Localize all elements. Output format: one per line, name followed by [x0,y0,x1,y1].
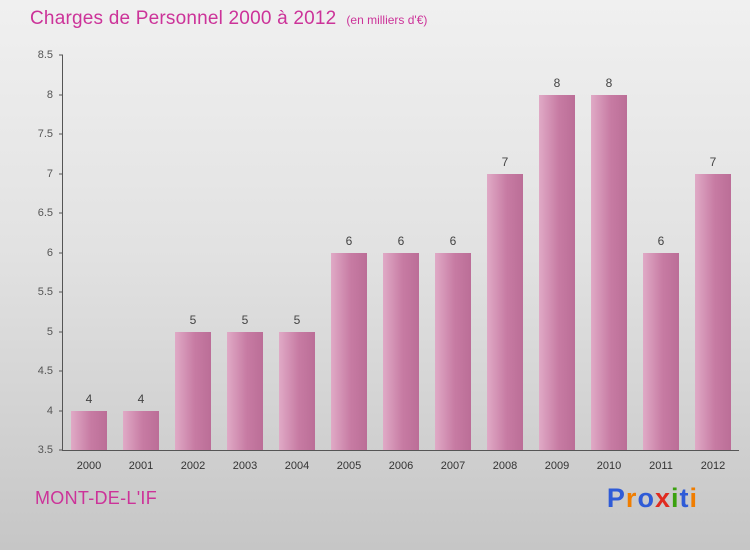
bar-slot: 4 2000 [63,55,115,472]
logo-letter: i [689,483,698,513]
bar [591,94,627,450]
bar-value-label: 7 [709,154,717,169]
y-tick-label: 6 [46,246,53,259]
y-tick-label: 8 [46,88,53,101]
bar [695,173,731,450]
x-tick-label: 2012 [700,460,726,472]
y-tick-mark [59,252,63,253]
y-tick-mark [59,133,63,135]
y-tick-mark [59,173,63,174]
bar-slot: 7 2008 [479,55,531,472]
y-tick-mark [59,54,63,56]
logo-letter: r [625,483,638,513]
y-tick-mark [59,370,63,372]
y-tick-label: 3.5 [37,444,53,456]
bar-value-label: 5 [293,312,301,327]
bar-slot: 7 2012 [687,55,739,472]
x-tick-label: 2000 [76,460,102,472]
chart-header: Charges de Personnel 2000 à 2012 (en mil… [30,8,427,30]
bar-value-label: 6 [345,233,353,248]
y-tick-mark [59,212,63,214]
y-tick-mark [59,331,63,332]
y-tick-label: 5 [46,325,53,338]
x-tick-label: 2007 [440,460,466,472]
y-tick-mark [59,94,63,95]
y-tick-label: 5.5 [37,286,53,298]
y-tick-mark [59,410,63,411]
bar-value-label: 5 [189,312,197,327]
bar-value-label: 5 [241,312,249,327]
bar-slot: 4 2001 [115,55,167,472]
bar-value-label: 8 [553,75,561,90]
x-tick-label: 2004 [284,460,310,472]
bar [227,331,263,450]
x-tick-label: 2010 [596,460,622,472]
x-tick-label: 2003 [232,460,258,472]
bar-value-label: 4 [137,391,145,406]
x-tick-label: 2002 [180,460,206,472]
logo-letter: o [637,483,655,513]
bar [123,410,159,450]
bar [643,252,679,450]
location-label: MONT-DE-L'IF [35,488,158,508]
y-tick-label: 4 [46,404,53,417]
bar-slot: 6 2006 [375,55,427,472]
bar [279,331,315,450]
bar-value-label: 6 [657,233,665,248]
bar-value-label: 6 [397,233,405,248]
y-tick-label: 6.5 [37,207,53,219]
bar-slot: 8 2010 [583,55,635,472]
x-tick-label: 2011 [649,460,673,472]
plot-area: 3.5 4 4.5 5 5.5 6 6.5 7 7.5 8 8.5 4 2000 4 2001 5 2002 5… [38,49,739,472]
y-tick-mark [59,449,63,451]
bar-slot: 5 2002 [167,55,219,472]
bar-slot: 5 2004 [271,55,323,472]
logo-letter: t [679,483,690,513]
bar-slot: 5 2003 [219,55,271,472]
logo-letter: i [670,483,680,513]
x-tick-label: 2009 [544,460,570,472]
bar-value-label: 8 [605,75,613,90]
bar-slot: 6 2007 [427,55,479,472]
bar-value-label: 7 [501,154,509,169]
bar [175,331,211,450]
x-tick-label: 2006 [388,460,414,472]
bar [71,410,107,450]
bar-slot: 6 2011 [635,55,687,472]
proxiti-logo: Proxiti [607,483,698,514]
bar [435,252,471,450]
x-tick-label: 2008 [492,460,518,472]
y-tick-label: 8.5 [37,49,53,61]
bar [331,252,367,450]
bar-slot: 8 2009 [531,55,583,472]
bar-slot: 6 2005 [323,55,375,472]
logo-letter: P [606,483,626,513]
chart-title: Charges de Personnel 2000 à 2012 [30,8,337,29]
bar-value-label: 4 [85,391,93,406]
x-tick-label: 2005 [336,460,362,472]
y-tick-label: 7 [46,167,53,180]
bar [487,173,523,450]
chart-subtitle: (en milliers d'€) [346,13,428,27]
y-tick-mark [59,291,63,293]
y-axis: 3.5 4 4.5 5 5.5 6 6.5 7 7.5 8 8.5 [1,49,63,456]
x-tick-label: 2001 [128,460,154,472]
bar-value-label: 6 [449,233,457,248]
logo-letter: x [654,483,671,513]
y-tick-label: 4.5 [37,365,53,377]
bars-container: 4 2000 4 2001 5 2002 5 2003 5 2004 6 2005 6 2006 6 2007… [63,55,739,472]
y-tick-label: 7.5 [37,128,53,140]
bar [383,252,419,450]
bar [539,94,575,450]
